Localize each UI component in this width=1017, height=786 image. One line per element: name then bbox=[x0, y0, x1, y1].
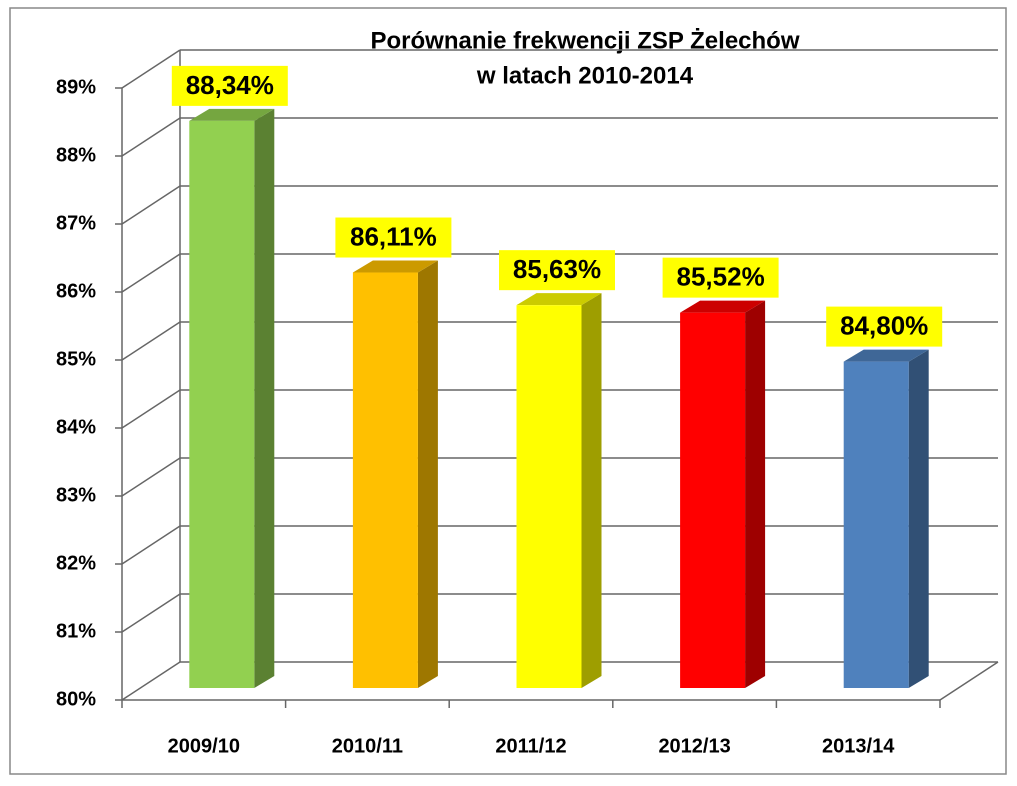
chart-title: w latach 2010-2014 bbox=[476, 62, 694, 89]
bar-top bbox=[843, 349, 929, 362]
grid-line bbox=[121, 457, 181, 497]
grid-line bbox=[121, 593, 181, 633]
x-tick-label: 2010/11 bbox=[332, 735, 403, 757]
data-label-bg bbox=[499, 250, 615, 291]
data-label: 85,52% bbox=[677, 262, 765, 292]
x-tick-label: 2009/10 bbox=[168, 735, 240, 757]
bar-top bbox=[516, 293, 602, 306]
bar bbox=[516, 305, 582, 688]
x-tick-label: 2011/12 bbox=[495, 735, 566, 757]
bar-side bbox=[581, 293, 602, 688]
y-tick-label: 84% bbox=[56, 416, 96, 438]
data-label-bg bbox=[335, 217, 452, 258]
grid-line bbox=[121, 661, 181, 701]
y-tick-label: 85% bbox=[56, 348, 96, 370]
grid-line bbox=[121, 389, 181, 429]
y-tick-label: 80% bbox=[56, 688, 96, 710]
data-label: 86,11% bbox=[350, 221, 437, 251]
data-label-bg bbox=[662, 257, 779, 298]
bar-top bbox=[189, 108, 275, 121]
bar bbox=[680, 312, 746, 688]
y-tick-label: 82% bbox=[56, 552, 96, 574]
bar-side bbox=[417, 260, 438, 688]
floor-edge bbox=[939, 661, 999, 701]
bar bbox=[189, 120, 255, 688]
bar-side bbox=[908, 349, 929, 688]
data-label-bg bbox=[171, 65, 288, 106]
y-tick-label: 86% bbox=[56, 280, 96, 302]
y-tick-label: 81% bbox=[56, 620, 96, 642]
grid-line bbox=[121, 253, 181, 293]
data-label: 88,34% bbox=[186, 70, 274, 100]
data-label-bg bbox=[826, 306, 943, 347]
x-tick-label: 2013/14 bbox=[822, 735, 895, 757]
grid-line bbox=[121, 321, 181, 361]
y-tick-label: 83% bbox=[56, 484, 96, 506]
bar bbox=[843, 361, 909, 688]
y-tick-label: 88% bbox=[56, 144, 96, 166]
grid-line bbox=[121, 117, 181, 157]
bar-top bbox=[680, 300, 766, 313]
x-tick-label: 2012/13 bbox=[658, 735, 730, 757]
bar-top bbox=[352, 260, 438, 273]
chart-border bbox=[9, 7, 1007, 775]
bar bbox=[352, 272, 418, 688]
bar-side bbox=[254, 108, 275, 688]
bar-side bbox=[745, 300, 766, 688]
grid-line bbox=[121, 525, 181, 565]
grid-line bbox=[121, 185, 181, 225]
y-tick-label: 89% bbox=[56, 76, 96, 98]
y-tick-label: 87% bbox=[56, 212, 96, 234]
grid-line bbox=[121, 49, 181, 89]
data-label: 84,80% bbox=[840, 310, 928, 340]
data-label: 85,63% bbox=[513, 254, 601, 284]
